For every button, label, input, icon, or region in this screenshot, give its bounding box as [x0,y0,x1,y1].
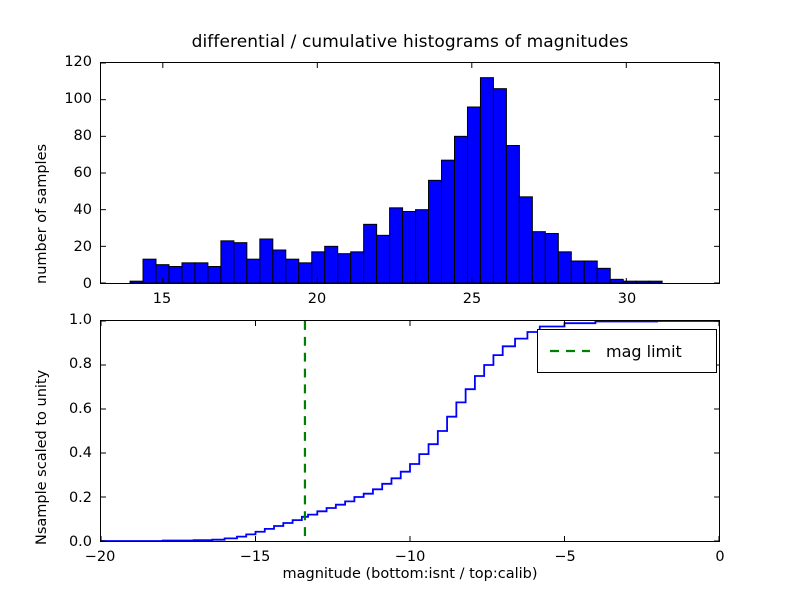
histogram-bar [259,238,274,283]
histogram-bar [402,211,417,283]
top-xtick-label: 30 [617,291,637,307]
histogram-bar [298,262,313,283]
figure-title: differential / cumulative histograms of … [191,32,629,52]
histogram-bar [479,77,494,283]
histogram-bar [596,267,611,283]
histogram-bar [635,280,650,283]
bottom-xtick-label: −5 [554,549,576,565]
histogram-bar [324,245,339,283]
histogram-bar [142,258,157,283]
top-ytick-label: 120 [64,53,92,70]
histogram-bar [441,159,455,283]
differential-histogram-plot [101,63,719,283]
histogram-bar [311,251,326,283]
histogram-bar [609,278,624,283]
top-axis-ylabel: number of samples [34,143,50,284]
histogram-bar [233,242,248,283]
top-ytick-label: 100 [64,90,92,107]
histogram-bar [272,249,287,283]
histogram-bar [531,231,546,283]
histogram-bar [544,233,559,283]
legend-box: mag limit [537,329,717,373]
differential-histogram-axes [100,62,720,284]
histogram-bar [492,88,507,283]
histogram-bar [363,223,378,283]
histogram-bar [168,266,183,283]
histogram-bar [129,280,144,283]
cumulative-curve [101,321,719,541]
figure-xlabel: magnitude (bottom:isnt / top:calib) [282,566,538,582]
histogram-bar [337,253,352,283]
bottom-ytick-label: 1.0 [68,311,92,328]
histogram-bar [415,209,430,283]
histogram-bar [466,106,481,283]
histogram-bar [428,179,443,283]
histogram-bar [622,280,637,283]
histogram-bar [557,251,572,283]
histogram-bar [194,262,209,283]
bottom-xtick-label: −10 [394,549,426,565]
histogram-bar [389,207,404,283]
bottom-xtick-label: −15 [239,549,271,565]
histogram-bar [181,262,196,283]
legend-label-mag-limit: mag limit [606,341,682,361]
bottom-axis-ylabel: Nsample scaled to unity [34,369,50,545]
histogram-bar [505,145,520,283]
histogram-bar [648,280,663,283]
mag-limit-legend-line-icon [550,349,590,353]
histogram-bar [583,260,598,283]
histogram-bar [285,258,300,283]
histogram-bar [207,266,222,283]
histogram-bar [376,234,391,283]
histogram-bar [350,251,365,283]
top-xtick-label: 15 [152,291,172,307]
histogram-bar [246,258,261,283]
histogram-bar [570,260,585,283]
histogram-bar [453,135,468,283]
bottom-xtick-label: −20 [84,549,116,565]
top-ytick-label: 80 [73,127,92,144]
top-xtick-label: 20 [307,291,327,307]
histogram-bar [518,196,533,283]
bottom-xtick-label: 0 [715,549,725,565]
histogram-bar [220,240,235,283]
top-xtick-label: 25 [462,291,482,307]
